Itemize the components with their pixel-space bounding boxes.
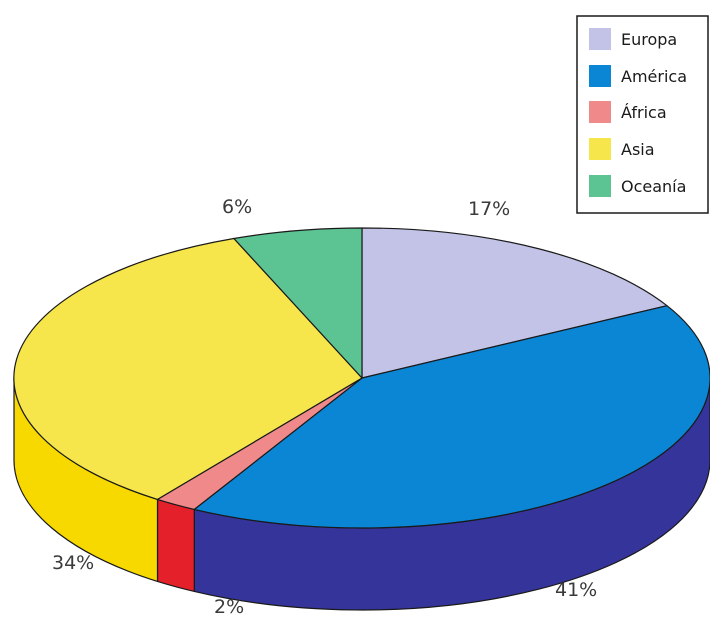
- legend-label-oceania: Oceanía: [621, 177, 686, 196]
- legend-swatch-asia: [589, 138, 611, 160]
- slice-label-oceania: 6%: [222, 196, 252, 218]
- slice-label-asia: 34%: [52, 552, 94, 574]
- slice-label-europa: 17%: [468, 198, 510, 220]
- slice-side-africa: [156, 498, 195, 592]
- pie-slices-layer: [13, 227, 710, 529]
- slice-europa: [361, 227, 668, 379]
- legend-swatch-europa: [589, 28, 611, 50]
- legend-swatch-oceania: [589, 175, 611, 197]
- slice-label-america: 41%: [555, 579, 597, 601]
- legend-label-africa: África: [621, 103, 667, 122]
- legend-label-asia: Asia: [621, 140, 655, 159]
- slice-oceania: [233, 227, 363, 379]
- legend-swatch-africa: [589, 101, 611, 123]
- pie-labels-layer: 17% 41% 2% 34% 6%: [52, 196, 597, 618]
- legend: Europa América África Asia Oceanía: [576, 15, 709, 214]
- legend-label-europa: Europa: [621, 30, 677, 49]
- legend-label-america: América: [621, 67, 687, 86]
- slice-asia: [13, 237, 363, 500]
- slice-label-africa: 2%: [214, 596, 244, 618]
- legend-swatch-america: [589, 65, 611, 87]
- slice-america: [193, 305, 710, 529]
